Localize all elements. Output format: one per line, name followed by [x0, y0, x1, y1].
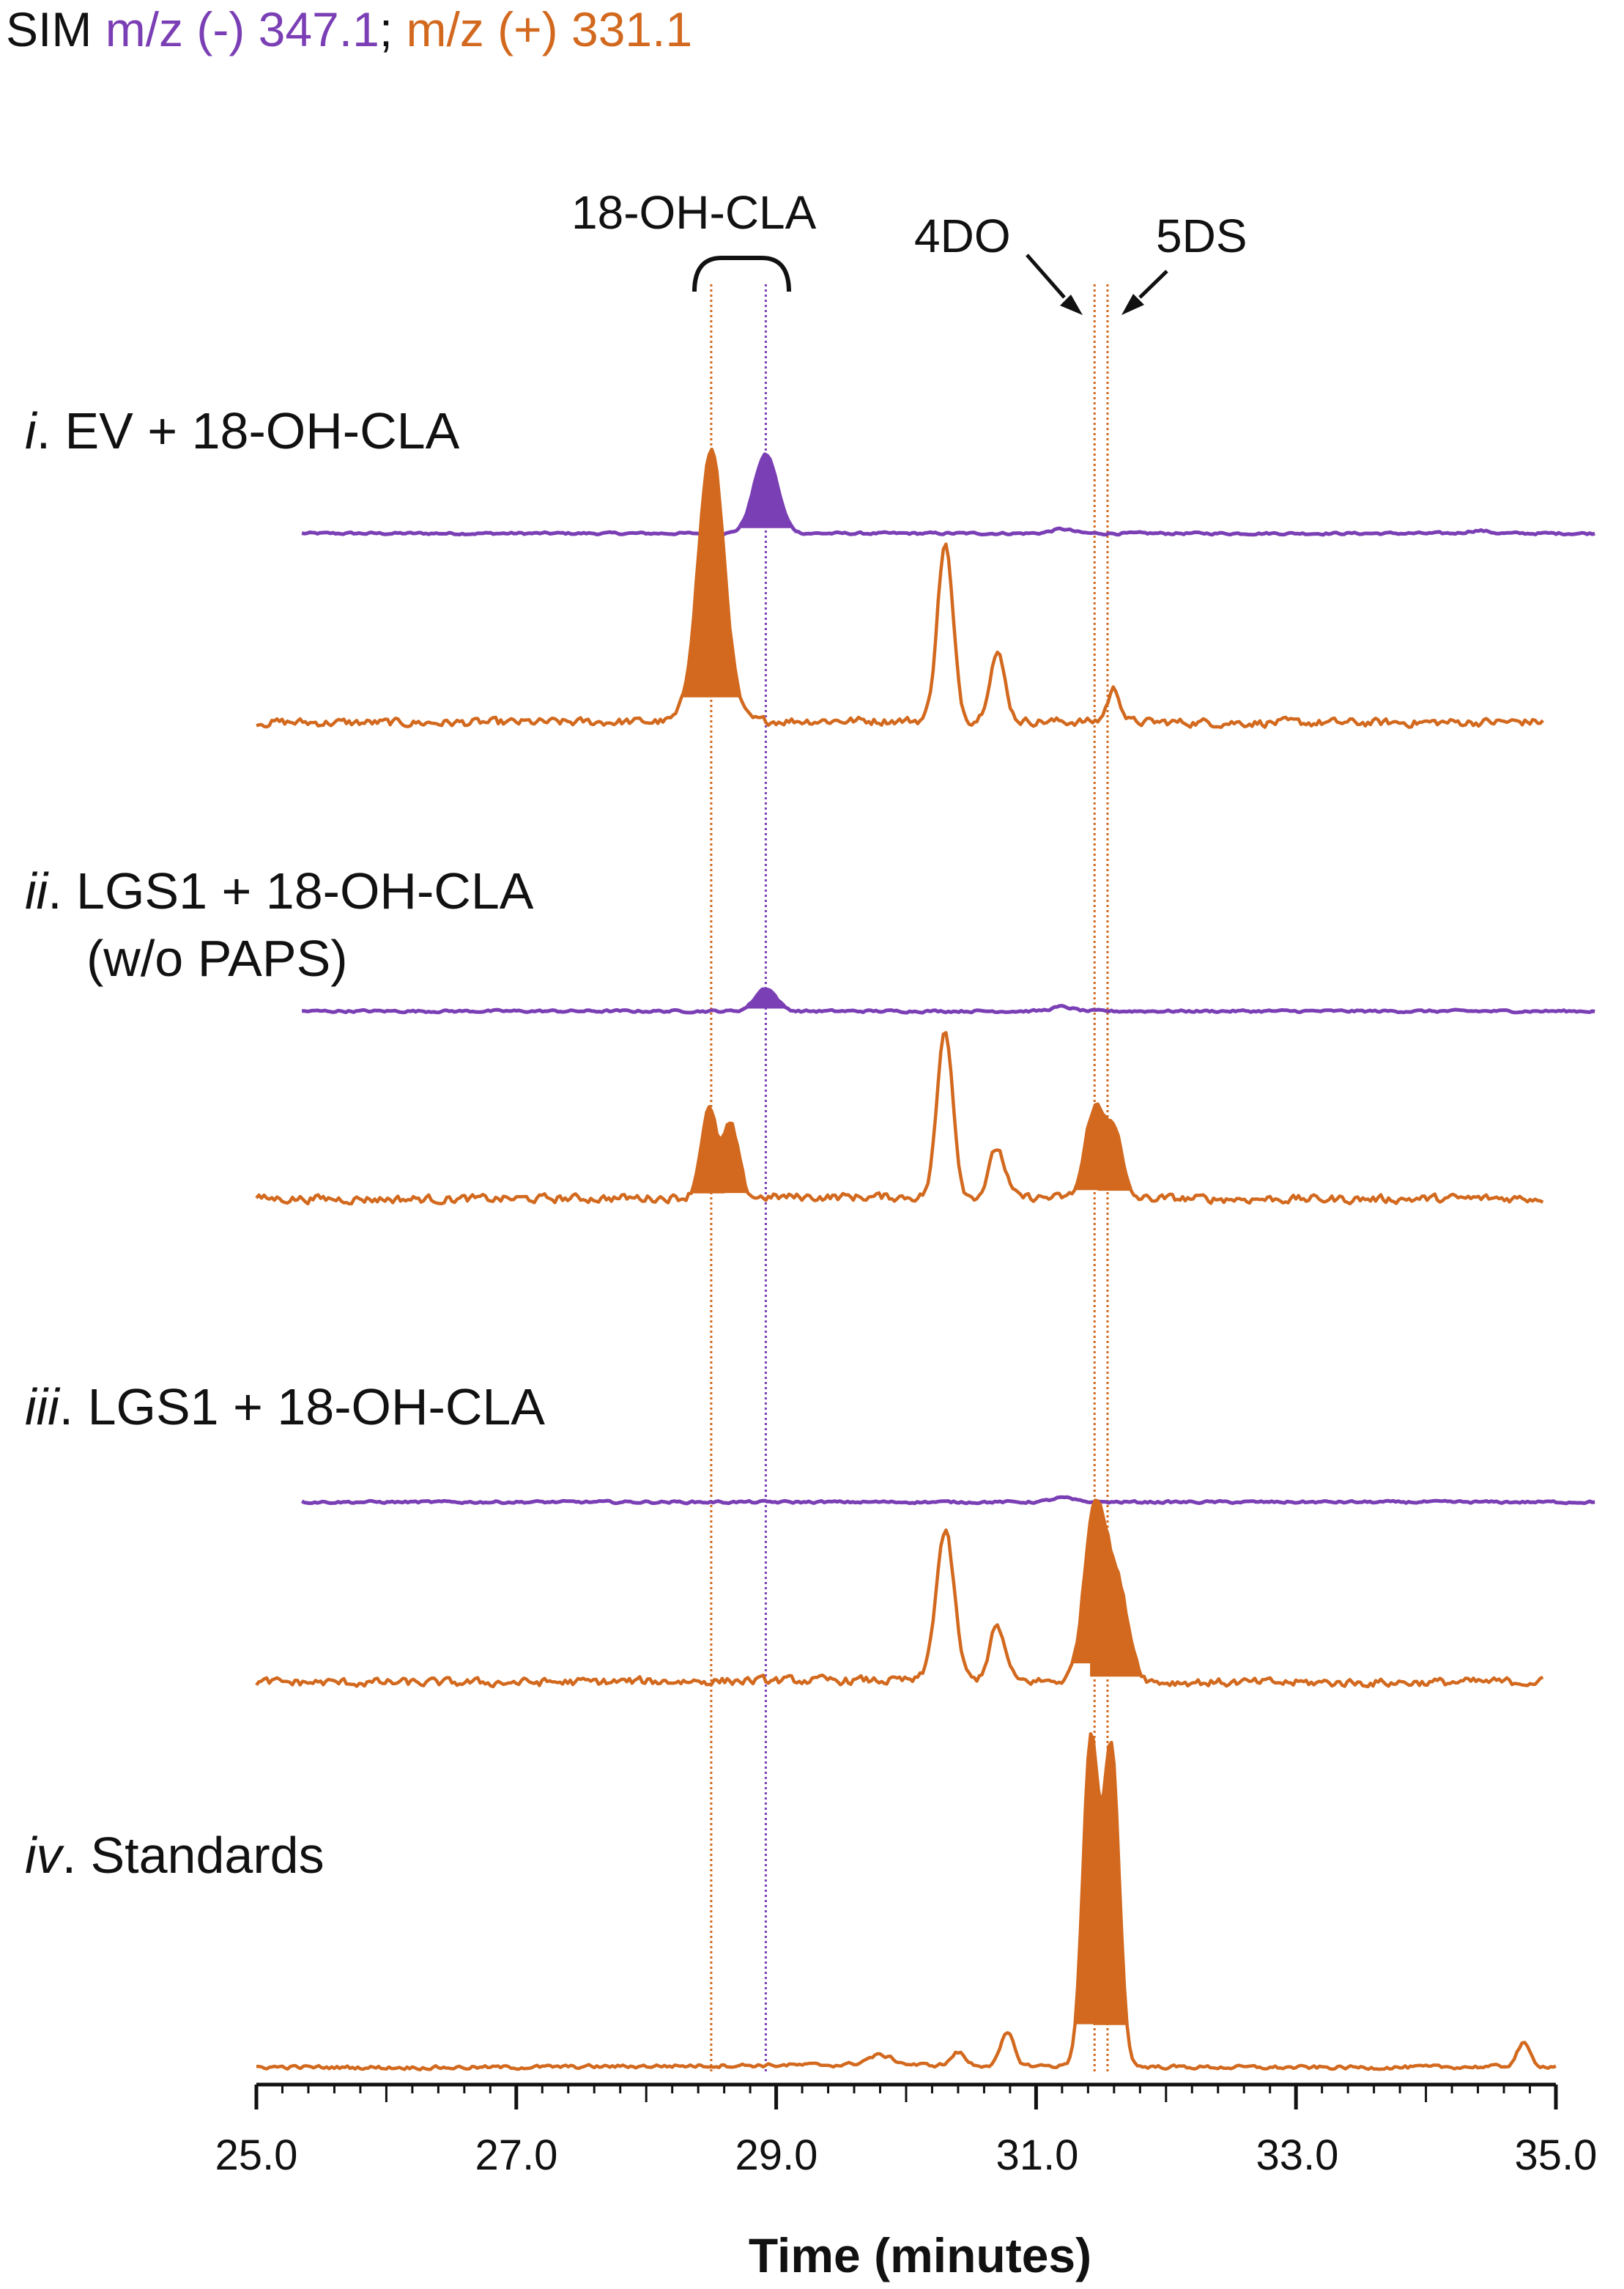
- sim-label: SIM: [6, 2, 92, 56]
- filled-peak: [1096, 1742, 1127, 2025]
- trace-pos-panel-iv: [256, 1731, 1557, 2072]
- panel-roman-ii: ii: [25, 862, 48, 920]
- x-tick-label: 31.0: [995, 2131, 1079, 2179]
- panel-label-iii: iii. LGS1 + 18-OH-CLA: [25, 1378, 545, 1435]
- trace-pos-panel-iii: [255, 1498, 1544, 1689]
- panel-roman-iv: iv: [25, 1827, 62, 1884]
- panel-label-ii: ii. LGS1 + 18-OH-CLA: [25, 862, 534, 920]
- x-tick-label: 25.0: [215, 2131, 298, 2179]
- chart-header: SIM m/z (-) 347.1; m/z (+) 331.1: [6, 0, 692, 59]
- panel-text-ii: LGS1 + 18-OH-CLA: [76, 862, 534, 920]
- trace-neg-panel-iii: [301, 1495, 1595, 1506]
- 4do-arrow-shaft: [1026, 254, 1066, 299]
- trace-pos-panel-ii: [255, 1031, 1544, 1206]
- pos-mz-value: 331.1: [571, 2, 693, 56]
- filled-peak: [744, 988, 788, 1009]
- pos-mz-label: m/z (+): [406, 2, 558, 56]
- x-axis-title: Time (minutes): [748, 2228, 1092, 2282]
- 4do-arrow-head: [1060, 295, 1083, 315]
- x-tick-label: 29.0: [735, 2131, 818, 2179]
- filled-peak: [738, 454, 791, 528]
- panel-label-iv: iv. Standards: [25, 1827, 325, 1884]
- panel-label-ii-line2: (w/o PAPS): [86, 930, 348, 987]
- panel-text-iv: Standards: [90, 1827, 325, 1884]
- 18-oh-cla-bracket: [692, 256, 791, 292]
- x-tick-label: 33.0: [1256, 2131, 1339, 2179]
- trace-pos-panel-i: [256, 447, 1544, 729]
- 18-oh-cla-label: 18-OH-CLA: [571, 186, 817, 239]
- trace-neg-panel-ii: [302, 987, 1595, 1015]
- neg-mz-label: m/z (-): [105, 2, 245, 56]
- neg-mz-value: 347.1: [258, 2, 379, 56]
- header-separator: ;: [379, 2, 393, 56]
- 4do-label: 4DO: [914, 210, 1011, 262]
- panel-text-iii: LGS1 + 18-OH-CLA: [87, 1378, 545, 1435]
- trace-neg-panel-i: [301, 452, 1595, 537]
- 5ds-arrow-shaft: [1138, 270, 1168, 299]
- 5ds-label: 5DS: [1156, 210, 1247, 262]
- panel-label-i: i. EV + 18-OH-CLA: [25, 402, 460, 459]
- annotation-shapes: [692, 254, 1168, 315]
- panel-roman-i: i: [25, 402, 37, 459]
- panel-roman-iii: iii: [25, 1378, 59, 1435]
- panel-text-i: EV + 18-OH-CLA: [64, 402, 460, 459]
- x-axis: [254, 2082, 1558, 2109]
- x-tick-label: 35.0: [1514, 2131, 1598, 2179]
- filled-peak: [714, 1119, 748, 1194]
- traces: [255, 447, 1595, 2072]
- filled-peak: [683, 449, 741, 698]
- 5ds-arrow-head: [1121, 294, 1144, 315]
- reference-lines: [710, 284, 1109, 2074]
- filled-peak: [1097, 1103, 1132, 1191]
- x-tick-label: 27.0: [475, 2131, 558, 2179]
